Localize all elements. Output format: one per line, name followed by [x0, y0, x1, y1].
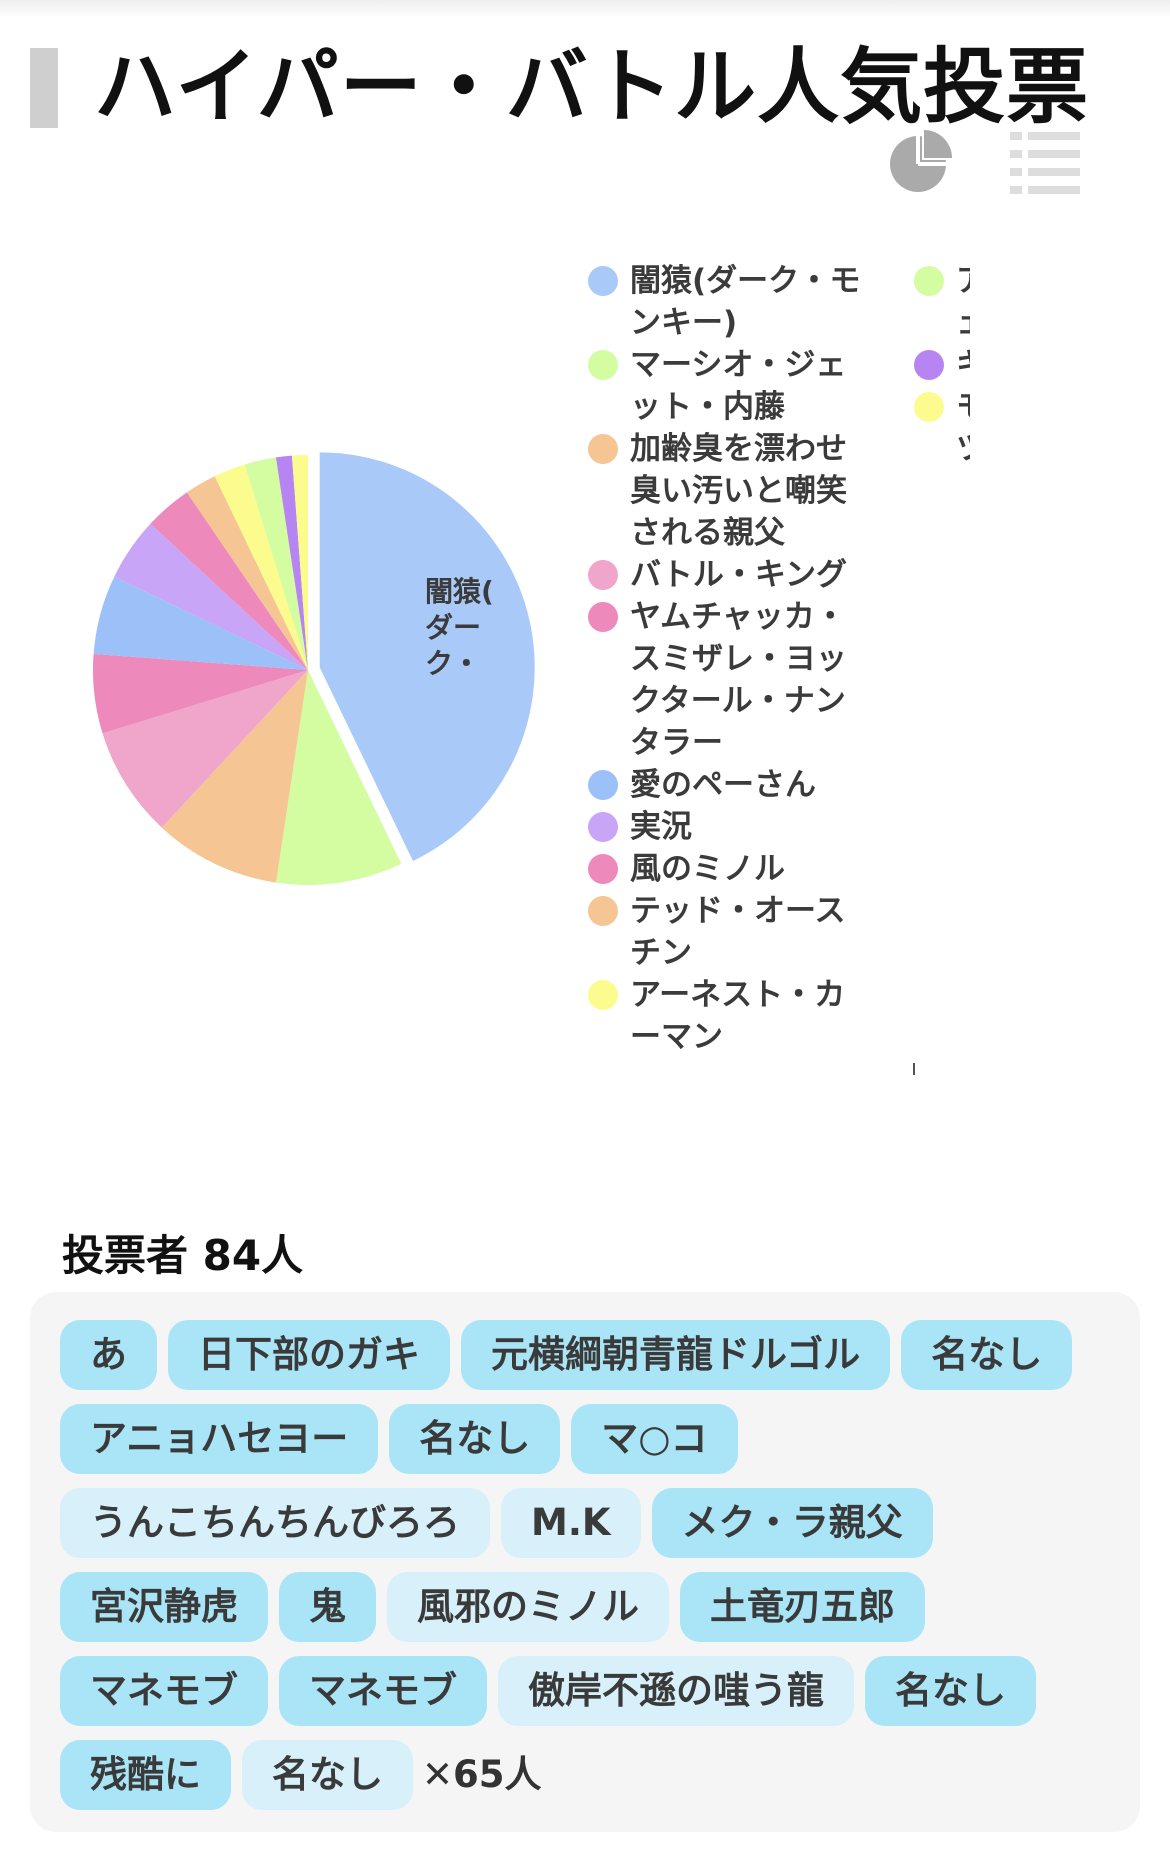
legend-color-dot — [914, 266, 944, 296]
pie-slice[interactable] — [186, 476, 308, 670]
legend-item[interactable]: キクタ・サン — [914, 344, 970, 386]
legend-scroll-mark — [913, 1063, 915, 1075]
pie-slice[interactable] — [214, 464, 308, 670]
chart-legend: 闇猿(ダーク・モンキー) マーシオ・ジェット・内藤 加齢臭を漂わせ臭い汚いと嘲笑され… — [588, 260, 970, 1080]
pie-slice[interactable] — [275, 670, 402, 885]
voters-list: あ日下部のガキ 元横綱朝青龍ドルゴル 名なしアニョハセヨー 名なし マ○コうんこちんちん… — [60, 1320, 1130, 1824]
legend-label: バトル・キング — [630, 557, 847, 593]
vote-pie-chart: 闇猿(ダー ク・ — [40, 400, 580, 940]
legend-item[interactable]: 加齢臭を漂わせ臭い汚いと嘲笑される親父 — [588, 428, 868, 554]
legend-item[interactable]: マーシオ・ジェット・内藤 — [588, 344, 868, 428]
voter-chip[interactable]: 名なし — [865, 1656, 1036, 1726]
legend-label: 愛のペーさん — [630, 767, 816, 803]
pie-slice[interactable] — [114, 523, 309, 670]
voter-chip[interactable]: うんこちんちんびろろ — [60, 1488, 490, 1558]
legend-color-dot — [588, 812, 618, 842]
legend-color-dot — [588, 266, 618, 296]
pie-slice[interactable] — [102, 670, 308, 828]
legend-color-dot — [588, 854, 618, 884]
voter-chip[interactable]: 宮沢静虎 — [60, 1572, 268, 1642]
legend-label: テッド・オースチン — [630, 893, 846, 971]
voter-chip[interactable]: 鬼 — [279, 1572, 376, 1642]
pie-slice[interactable] — [150, 492, 308, 670]
more-voters-count: ✕65人 — [422, 1753, 542, 1796]
pie-slice-label: ダー — [425, 611, 481, 644]
voter-chip[interactable]: 風邪のミノル — [387, 1572, 669, 1642]
legend-column-2: アンドレ・フェルナンデスキクタ・サンモロゾフ・ヤツォフ — [914, 260, 970, 470]
legend-item[interactable]: 闇猿(ダーク・モンキー) — [588, 260, 868, 344]
legend-label: ヤムチャッカ・スミザレ・ヨックタール・ナンタラー — [630, 599, 847, 761]
legend-color-dot — [588, 896, 618, 926]
legend-item[interactable]: バトル・キング — [588, 554, 868, 596]
voter-chip[interactable]: 傲岸不遜の嗤う龍 — [498, 1656, 854, 1726]
voters-panel: あ日下部のガキ 元横綱朝青龍ドルゴル 名なしアニョハセヨー 名なし マ○コうんこちんちん… — [30, 1292, 1140, 1832]
voter-chip[interactable]: M.K — [501, 1488, 641, 1558]
title-accent-bar — [30, 48, 58, 128]
legend-label: 闇猿(ダーク・モンキー) — [630, 263, 861, 341]
voter-chip[interactable]: 残酷に — [60, 1740, 231, 1810]
legend-column-1: 闇猿(ダーク・モンキー) マーシオ・ジェット・内藤 加齢臭を漂わせ臭い汚いと嘲笑され… — [588, 260, 868, 1058]
legend-item[interactable]: アンドレ・フェルナンデス — [914, 260, 970, 344]
pie-slice[interactable] — [93, 576, 308, 670]
legend-label: モロゾフ・ヤツォフ — [956, 386, 970, 470]
legend-color-dot — [588, 560, 618, 590]
voter-chip[interactable]: 名なし — [901, 1320, 1073, 1390]
pie-slice[interactable] — [93, 653, 308, 734]
voters-heading: 投票者 84人 — [62, 1231, 304, 1280]
legend-label: アーネスト・カーマン — [630, 977, 846, 1055]
legend-label: キクタ・サン — [956, 344, 970, 386]
legend-item[interactable]: アーネスト・カーマン — [588, 974, 868, 1058]
voter-chip[interactable]: あ — [60, 1320, 157, 1390]
pie-slice-label: 闇猿( — [425, 575, 494, 608]
voter-chip[interactable]: 土竜刃五郎 — [680, 1572, 925, 1642]
pie-slice[interactable] — [319, 452, 535, 862]
legend-label: 加齢臭を漂わせ臭い汚いと嘲笑される親父 — [630, 431, 847, 551]
legend-color-dot — [914, 350, 944, 380]
pie-slice[interactable] — [244, 457, 308, 670]
legend-color-dot — [588, 770, 618, 800]
legend-item[interactable]: モロゾフ・ヤツォフ — [914, 386, 970, 470]
pie-slice[interactable] — [291, 455, 308, 670]
voter-chip[interactable]: マネモブ — [60, 1656, 268, 1726]
legend-item[interactable]: 風のミノル — [588, 848, 868, 890]
voter-chip[interactable]: アニョハセヨー — [60, 1404, 379, 1474]
legend-label: アンドレ・フェルナンデス — [956, 260, 970, 344]
page-title: ハイパー・バトル人気投票 — [94, 40, 1090, 135]
voter-chip[interactable]: メク・ラ親父 — [651, 1488, 933, 1558]
legend-color-dot — [588, 350, 618, 380]
legend-label: 風のミノル — [630, 851, 785, 887]
legend-color-dot — [588, 980, 618, 1010]
pie-slice[interactable] — [275, 455, 308, 670]
legend-item[interactable]: 実況 — [588, 806, 868, 848]
voter-chip[interactable]: 名なし — [389, 1404, 561, 1474]
voter-chip[interactable]: 名なし — [242, 1740, 413, 1810]
legend-item[interactable]: 愛のペーさん — [588, 764, 868, 806]
voter-chip[interactable]: 日下部のガキ — [168, 1320, 450, 1390]
legend-item[interactable]: テッド・オースチン — [588, 890, 868, 974]
voter-chip[interactable]: 元横綱朝青龍ドルゴル — [461, 1320, 891, 1390]
voter-chip[interactable]: マネモブ — [279, 1656, 487, 1726]
legend-color-dot — [914, 392, 944, 422]
legend-label: 実況 — [630, 809, 692, 845]
pie-chart-icon[interactable] — [888, 130, 952, 194]
pie-slice[interactable] — [161, 670, 308, 883]
list-icon[interactable] — [1010, 130, 1080, 194]
legend-label: マーシオ・ジェット・内藤 — [630, 347, 847, 425]
pie-slice-label: ク・ — [425, 647, 480, 680]
top-shadow — [0, 0, 1170, 18]
voter-chip[interactable]: マ○コ — [571, 1404, 738, 1474]
legend-color-dot — [588, 602, 618, 632]
legend-item[interactable]: ヤムチャッカ・スミザレ・ヨックタール・ナンタラー — [588, 596, 868, 764]
legend-color-dot — [588, 434, 618, 464]
